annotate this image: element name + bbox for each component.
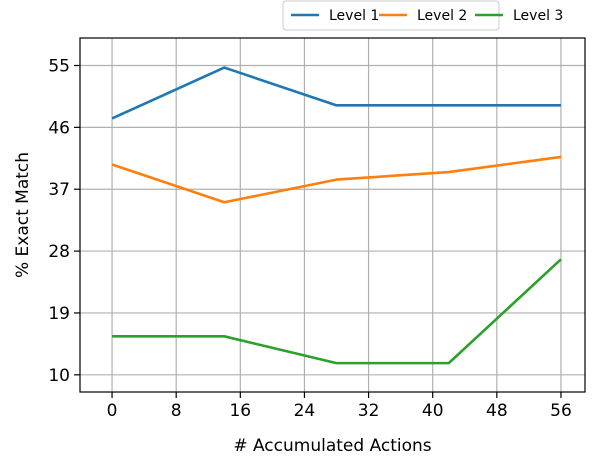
x-tick-label: 16	[229, 401, 251, 421]
x-tick-label: 24	[294, 401, 316, 421]
y-tick-label: 46	[48, 118, 70, 138]
legend-label-level-2: Level 2	[417, 8, 467, 24]
legend-label-level-1: Level 1	[329, 8, 379, 24]
y-axis-title: % Exact Match	[13, 152, 33, 278]
grid	[80, 38, 585, 392]
series-line-level-2	[111, 155, 562, 204]
x-axis-ticks: 0 8 16 24 32 40 48 56	[107, 392, 572, 421]
x-tick-label: 56	[550, 401, 572, 421]
x-tick-label: 48	[486, 401, 508, 421]
legend-label-level-3: Level 3	[513, 8, 563, 24]
y-tick-label: 10	[48, 366, 70, 386]
y-tick-label: 37	[48, 180, 70, 200]
x-tick-label: 0	[107, 401, 118, 421]
x-tick-label: 8	[171, 401, 182, 421]
series-line-level-1	[111, 66, 561, 120]
series-lines	[111, 66, 562, 365]
y-axis-ticks: 10 19 28 37 46 55	[48, 56, 80, 386]
legend: Level 1 Level 2 Level 3	[282, 0, 563, 31]
series-line-level-3	[112, 258, 562, 365]
x-tick-label: 32	[358, 401, 380, 421]
x-tick-label: 40	[422, 401, 444, 421]
y-tick-label: 19	[48, 304, 70, 324]
plot-frame	[79, 37, 586, 393]
y-tick-label: 28	[48, 242, 70, 262]
x-axis-title: # Accumulated Actions	[233, 436, 431, 456]
y-tick-label: 55	[48, 56, 70, 76]
